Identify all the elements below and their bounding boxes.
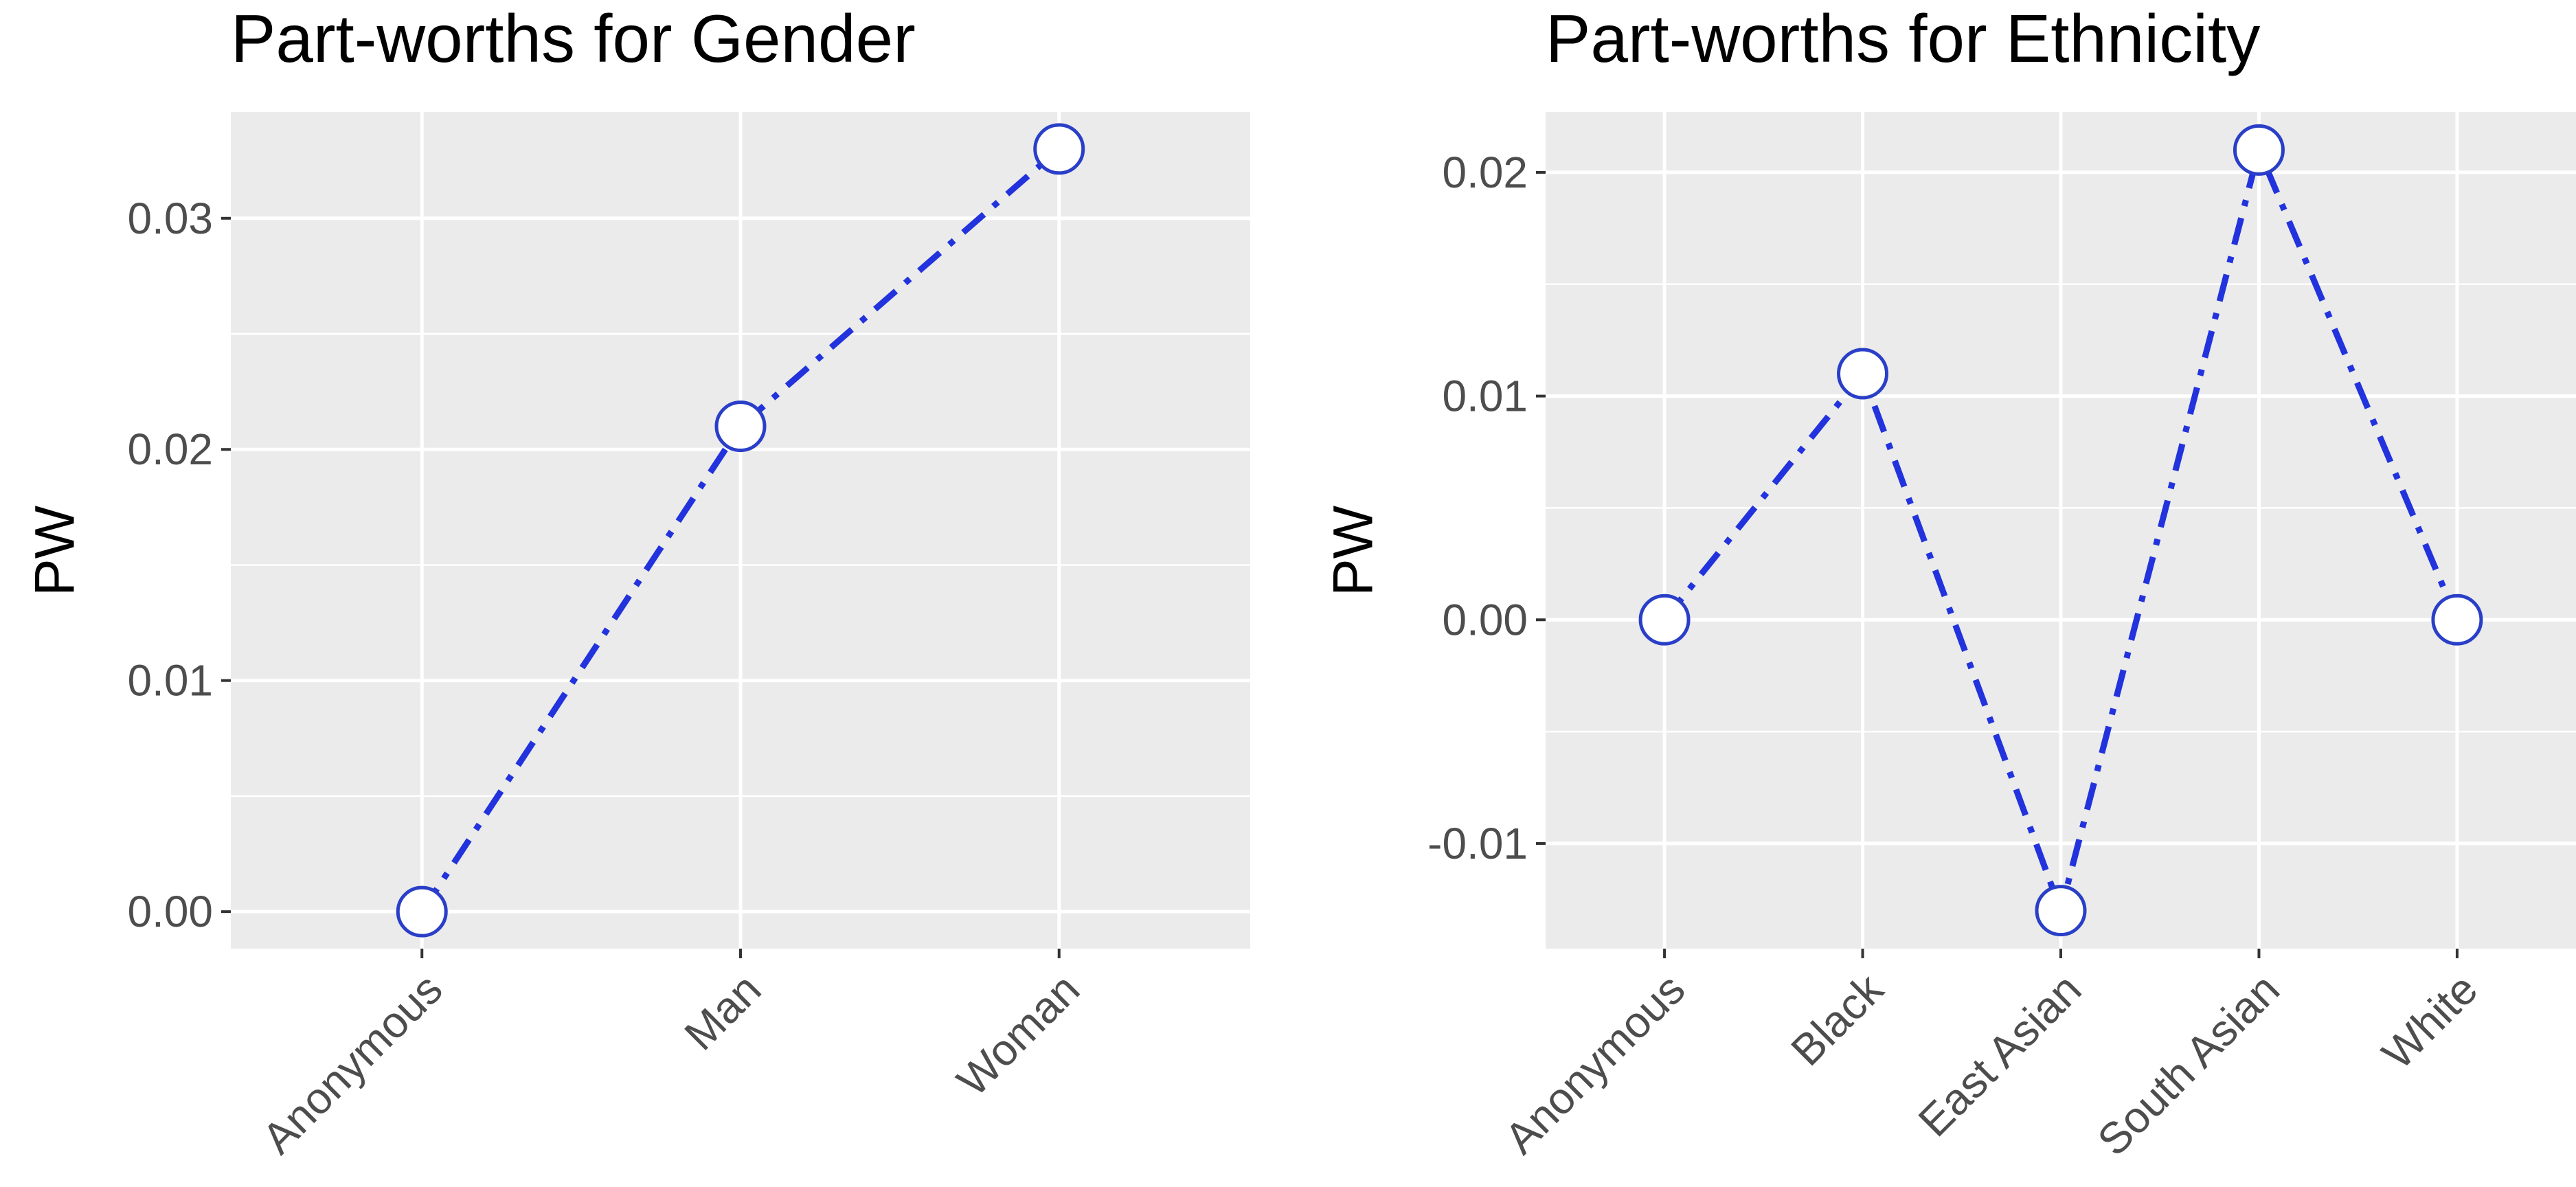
gender-y-tick-label: 0.02 (127, 425, 213, 474)
ethnicity-gridlines (1546, 112, 2576, 949)
gender-category-label: Man (675, 964, 771, 1060)
ethnicity-category-label: Black (1781, 964, 1893, 1075)
gender-category-label: Anonymous (253, 964, 452, 1164)
ethnicity-data-point-south-asian (2233, 124, 2285, 176)
ethnicity-category-label: South Asian (2088, 964, 2288, 1165)
ethnicity-y-tick-label: 0.01 (1442, 372, 1528, 421)
gender-y-tick-label: 0.01 (127, 656, 213, 705)
ethnicity-data-point-east-asian (2035, 885, 2087, 937)
gender-y-tick-label: 0.00 (127, 887, 213, 936)
gender-y-tick-label: 0.03 (127, 194, 213, 243)
ethnicity-data-point-anonymous (1638, 594, 1691, 646)
gender-chart: Part-worths for Gender 0.00 0.01 0.02 0.03 An… (24, 1, 1250, 1164)
gender-category-label: Woman (947, 964, 1089, 1106)
ethnicity-y-tick-label: 0.02 (1442, 148, 1528, 197)
gender-data-point-anonymous (396, 885, 448, 938)
ethnicity-category-label: East Asian (1909, 964, 2091, 1146)
ethnicity-chart-title: Part-worths for Ethnicity (1546, 1, 2260, 76)
gender-chart-title: Part-worths for Gender (231, 1, 916, 76)
gender-data-point-man (714, 400, 767, 453)
ethnicity-y-axis-title: PW (1322, 505, 1385, 596)
ethnicity-data-point-black (1837, 348, 1889, 400)
gender-y-axis-title: PW (24, 505, 87, 596)
ethnicity-category-label: Anonymous (1495, 964, 1695, 1164)
ethnicity-data-point-white (2431, 594, 2483, 646)
ethnicity-y-tick-label: 0.00 (1442, 595, 1528, 644)
ethnicity-category-label: White (2373, 964, 2487, 1079)
ethnicity-chart: Part-worths for Ethnicity -0.01 0.00 0.01 0.… (1322, 1, 2576, 1165)
ethnicity-y-tick-label: -0.01 (1427, 819, 1528, 868)
gender-data-point-woman (1033, 123, 1085, 175)
gender-series-line (419, 146, 1061, 914)
